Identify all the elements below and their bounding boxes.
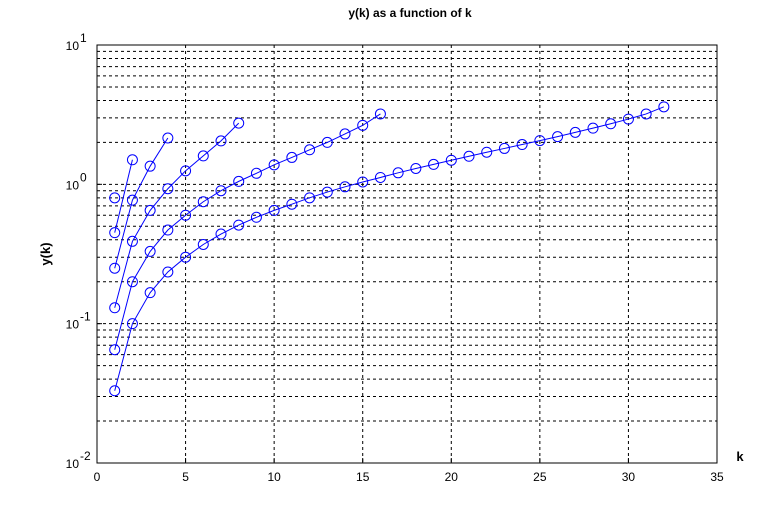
y-tick-exponent: 1: [80, 31, 87, 45]
data-point: [304, 192, 316, 204]
data-point: [126, 194, 138, 206]
data-point: [162, 132, 174, 144]
data-point: [126, 276, 138, 288]
y-tick-label: 10: [66, 457, 80, 471]
data-point: [162, 224, 174, 236]
data-point: [569, 126, 581, 138]
data-point: [215, 135, 227, 147]
data-point: [268, 204, 280, 216]
data-point: [286, 198, 298, 210]
data-point: [144, 204, 156, 216]
data-point: [605, 118, 617, 130]
data-point: [109, 344, 121, 356]
y-tick-base: 10: [66, 39, 80, 53]
data-point: [162, 183, 174, 195]
data-point: [374, 108, 386, 120]
y-tick-label: 10: [66, 178, 80, 192]
x-tick-label: 0: [94, 470, 101, 484]
data-point: [109, 385, 121, 397]
data-point: [126, 235, 138, 247]
data-point: [410, 162, 422, 174]
data-point: [658, 101, 670, 113]
data-point: [109, 192, 121, 204]
data-point: [339, 181, 351, 193]
data-point: [357, 119, 369, 131]
data-point: [109, 302, 121, 314]
data-point: [180, 209, 192, 221]
series-line: [114, 122, 240, 308]
data-point: [481, 146, 493, 158]
data-point: [162, 266, 174, 278]
data-point: [144, 287, 156, 299]
data-point: [126, 318, 138, 330]
y-tick-base: 10: [66, 318, 80, 332]
y-tick-label: 10: [66, 318, 80, 332]
data-point: [126, 154, 138, 166]
series-line: [114, 159, 133, 233]
data-point: [215, 228, 227, 240]
data-point: [197, 150, 209, 162]
data-point: [640, 108, 652, 120]
y-tick-exponent: -1: [80, 310, 91, 324]
data-point: [197, 196, 209, 208]
data-point: [357, 176, 369, 188]
data-point: [304, 144, 316, 156]
data-point: [144, 160, 156, 172]
data-point: [268, 159, 280, 171]
y-tick-base: 10: [66, 457, 80, 471]
data-point: [109, 262, 121, 274]
data-point: [286, 151, 298, 163]
series-line: [114, 113, 381, 350]
x-tick-label: 35: [710, 470, 724, 484]
data-point: [587, 122, 599, 134]
data-point: [498, 142, 510, 154]
y-tick-exponent: 0: [80, 170, 87, 184]
x-tick-label: 15: [356, 470, 370, 484]
data-point: [144, 245, 156, 257]
data-point: [339, 128, 351, 140]
data-point: [552, 131, 564, 143]
plot-frame: [96, 44, 718, 464]
x-tick-label: 5: [182, 470, 189, 484]
data-point: [534, 135, 546, 147]
data-point: [463, 150, 475, 162]
y-tick-label: 10: [66, 39, 80, 53]
data-point: [250, 211, 262, 223]
data-point: [180, 251, 192, 263]
y-axis-label: y(k): [38, 242, 53, 265]
x-tick-label: 10: [267, 470, 281, 484]
data-point: [250, 167, 262, 179]
chart-title: y(k) as a function of k: [348, 6, 472, 20]
data-point: [392, 167, 404, 179]
data-point: [516, 139, 528, 151]
data-point: [233, 117, 245, 129]
x-axis-label: k: [736, 449, 744, 464]
data-point: [109, 227, 121, 239]
data-point: [321, 136, 333, 148]
data-point: [374, 171, 386, 183]
x-tick-label: 20: [445, 470, 459, 484]
data-point: [321, 186, 333, 198]
x-tick-label: 25: [533, 470, 547, 484]
y-tick-base: 10: [66, 178, 80, 192]
data-point: [233, 219, 245, 231]
data-point: [180, 165, 192, 177]
x-tick-label: 30: [622, 470, 636, 484]
y-tick-exponent: -2: [80, 449, 91, 463]
data-point: [622, 113, 634, 125]
series-line: [114, 137, 169, 269]
data-point: [215, 185, 227, 197]
series-line: [114, 106, 665, 391]
data-point: [445, 154, 457, 166]
data-point: [197, 238, 209, 250]
data-point: [428, 158, 440, 170]
data-point: [233, 175, 245, 187]
